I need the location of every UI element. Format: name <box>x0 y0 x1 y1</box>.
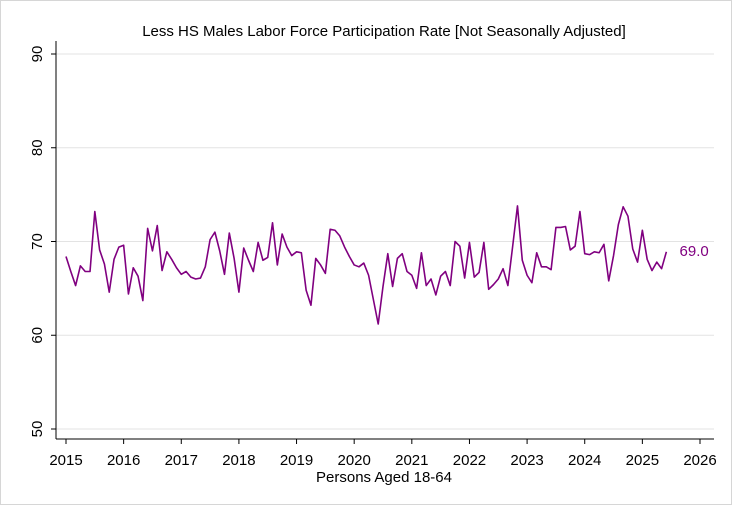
y-tick-label: 50 <box>29 421 46 438</box>
y-tick-label: 80 <box>29 139 46 156</box>
x-axis-label: Persons Aged 18-64 <box>316 469 452 486</box>
x-tick-label: 2018 <box>222 452 255 469</box>
x-tick-label: 2017 <box>165 452 198 469</box>
x-tick-label: 2023 <box>510 452 543 469</box>
y-tick-label: 90 <box>29 46 46 63</box>
x-tick-label: 2024 <box>568 452 601 469</box>
chart-title: Less HS Males Labor Force Participation … <box>142 23 626 40</box>
x-tick-label: 2015 <box>49 452 82 469</box>
series-layer <box>65 205 668 325</box>
series-line-0 <box>65 205 668 325</box>
last-value-label: 69.0 <box>680 243 709 260</box>
annotations: 69.0 <box>680 243 709 260</box>
x-tick-label: 2020 <box>337 452 370 469</box>
x-tick-label: 2016 <box>107 452 140 469</box>
y-tick-label: 60 <box>29 327 46 344</box>
x-tick-label: 2022 <box>453 452 486 469</box>
axes: 50 60 70 80 90 2015 2016 2017 2018 2019 2020 2021 20… <box>29 41 717 469</box>
x-tick-label: 2019 <box>280 452 313 469</box>
grid-lines <box>56 53 714 430</box>
x-tick-label: 2025 <box>626 452 659 469</box>
y-tick-label: 70 <box>29 233 46 250</box>
x-tick-label: 2021 <box>395 452 428 469</box>
x-tick-label: 2026 <box>683 452 716 469</box>
